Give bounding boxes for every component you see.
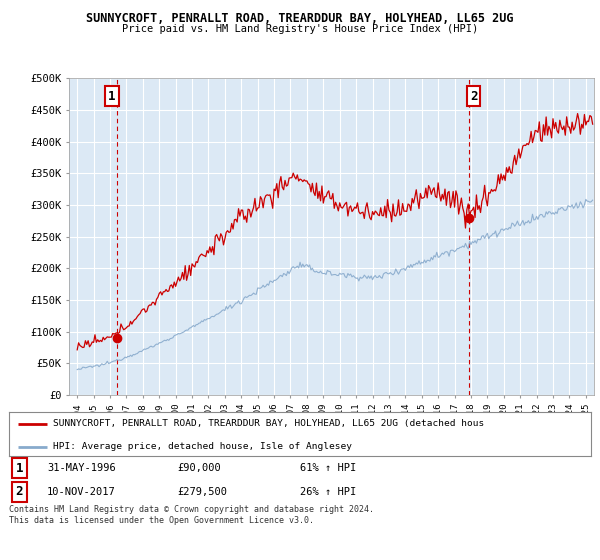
Text: Price paid vs. HM Land Registry's House Price Index (HPI): Price paid vs. HM Land Registry's House …: [122, 24, 478, 34]
Text: 2: 2: [16, 486, 23, 498]
Text: SUNNYCROFT, PENRALLT ROAD, TREARDDUR BAY, HOLYHEAD, LL65 2UG (detached hous: SUNNYCROFT, PENRALLT ROAD, TREARDDUR BAY…: [53, 419, 484, 428]
Text: 26% ↑ HPI: 26% ↑ HPI: [300, 487, 356, 497]
Text: 2: 2: [470, 90, 478, 102]
Text: HPI: Average price, detached house, Isle of Anglesey: HPI: Average price, detached house, Isle…: [53, 442, 352, 451]
Text: SUNNYCROFT, PENRALLT ROAD, TREARDDUR BAY, HOLYHEAD, LL65 2UG: SUNNYCROFT, PENRALLT ROAD, TREARDDUR BAY…: [86, 12, 514, 25]
Text: 61% ↑ HPI: 61% ↑ HPI: [300, 464, 356, 473]
Text: 1: 1: [108, 90, 116, 102]
Text: Contains HM Land Registry data © Crown copyright and database right 2024.
This d: Contains HM Land Registry data © Crown c…: [9, 505, 374, 525]
Text: 10-NOV-2017: 10-NOV-2017: [47, 487, 116, 497]
Text: 31-MAY-1996: 31-MAY-1996: [47, 464, 116, 473]
Text: £279,500: £279,500: [178, 487, 228, 497]
Text: 1: 1: [16, 462, 23, 475]
Text: £90,000: £90,000: [178, 464, 221, 473]
